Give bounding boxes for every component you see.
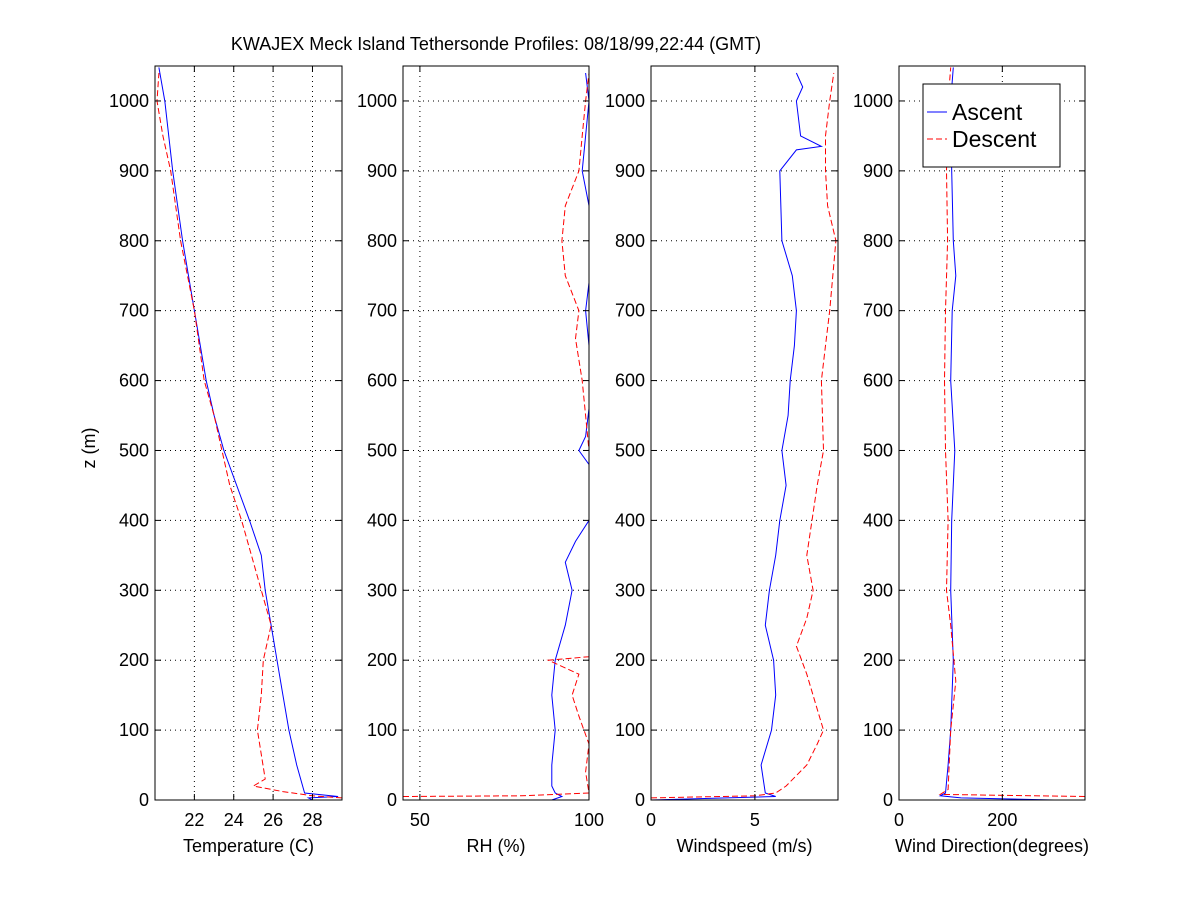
x-axis-label: Temperature (C) (183, 836, 314, 856)
y-tick-label: 1000 (853, 91, 893, 111)
y-tick-label: 700 (863, 301, 893, 321)
x-axis-label: Windspeed (m/s) (676, 836, 812, 856)
y-tick-label: 800 (615, 231, 645, 251)
x-tick-label: 26 (263, 810, 283, 830)
y-tick-label: 100 (615, 720, 645, 740)
y-tick-label: 700 (615, 301, 645, 321)
axes-box (154, 65, 343, 801)
y-tick-label: 200 (119, 650, 149, 670)
legend-box (922, 83, 1061, 168)
axes-box (402, 65, 590, 801)
series-line-descent (156, 72, 342, 799)
panel-1: 22 24 26 28 0 100 200 300 400 500 600 700 800 900 1000… (109, 65, 343, 856)
y-tick-label: 900 (119, 161, 149, 181)
y-tick-label: 500 (863, 440, 893, 460)
y-tick-label: 300 (863, 580, 893, 600)
x-tick-label: 24 (224, 810, 244, 830)
x-tick-label: 0 (894, 810, 904, 830)
y-tick-label: 1000 (605, 91, 645, 111)
series-group (156, 67, 342, 800)
y-tick-label: 900 (367, 161, 397, 181)
series-group (403, 72, 589, 800)
y-tick-label: 700 (119, 301, 149, 321)
panel-2: 50 10001002003004005006007008009001000RH … (357, 65, 604, 856)
x-tick-label: 50 (410, 810, 430, 830)
y-tick-label: 500 (367, 440, 397, 460)
axes-box (898, 65, 1086, 801)
y-tick-label: 300 (367, 580, 397, 600)
y-tick-label: 300 (615, 580, 645, 600)
y-tick-label: 400 (119, 510, 149, 530)
y-tick-label: 800 (119, 231, 149, 251)
y-tick-label: 400 (863, 510, 893, 530)
series-line-descent (938, 67, 1085, 797)
y-tick-label: 700 (367, 301, 397, 321)
y-tick-label: 800 (367, 231, 397, 251)
y-tick-label: 100 (119, 720, 149, 740)
series-line-ascent (651, 72, 824, 800)
x-tick-label: 100 (574, 810, 604, 830)
y-tick-label: 200 (615, 650, 645, 670)
y-tick-label: 900 (863, 161, 893, 181)
figure-title: KWAJEX Meck Island Tethersonde Profiles:… (231, 34, 761, 54)
panels: 22 24 26 2801002003004005006007008009001000… (109, 65, 1089, 856)
series-line-descent (403, 72, 589, 797)
x-tick-label: 0 (646, 810, 656, 830)
x-axis-label: RH (%) (467, 836, 526, 856)
y-tick-label: 300 (119, 580, 149, 600)
y-tick-label: 400 (367, 510, 397, 530)
y-tick-label: 600 (615, 371, 645, 391)
axes-box (650, 65, 839, 801)
x-tick-label: 28 (302, 810, 322, 830)
x-tick-label: 22 (184, 810, 204, 830)
y-tick-label: 400 (615, 510, 645, 530)
y-tick-label: 500 (615, 440, 645, 460)
y-tick-label: 100 (863, 720, 893, 740)
y-tick-label: 600 (863, 371, 893, 391)
legend-label-descent: Descent (952, 126, 1037, 152)
series-line-ascent (158, 67, 339, 800)
series-group (938, 67, 1085, 800)
y-tick-label: 200 (367, 650, 397, 670)
panel-3: 0 501002003004005006007008009001000Windsp… (605, 65, 839, 856)
legend-label-ascent: Ascent (952, 99, 1023, 125)
y-tick-label: 0 (387, 790, 397, 810)
x-tick-label: 5 (750, 810, 760, 830)
series-line-ascent (551, 72, 589, 800)
series-group (651, 72, 837, 800)
x-axis-label: Wind Direction(degrees) (895, 836, 1089, 856)
y-tick-label: 0 (635, 790, 645, 810)
y-tick-label: 200 (863, 650, 893, 670)
y-axis-label: z (m) (79, 428, 99, 469)
x-tick-label: 200 (987, 810, 1017, 830)
panel-4: 0 200 0 100 200 300 400 500 600 700 800 900 1000 Wind… (853, 65, 1089, 856)
series-line-descent (651, 72, 837, 799)
y-tick-label: 0 (139, 790, 149, 810)
y-tick-label: 800 (863, 231, 893, 251)
y-tick-label: 600 (119, 371, 149, 391)
y-tick-label: 1000 (357, 91, 397, 111)
y-tick-label: 100 (367, 720, 397, 740)
y-tick-label: 1000 (109, 91, 149, 111)
y-tick-label: 0 (883, 790, 893, 810)
y-tick-label: 600 (367, 371, 397, 391)
series-line-ascent (938, 67, 1055, 800)
y-tick-label: 900 (615, 161, 645, 181)
y-tick-label: 500 (119, 440, 149, 460)
